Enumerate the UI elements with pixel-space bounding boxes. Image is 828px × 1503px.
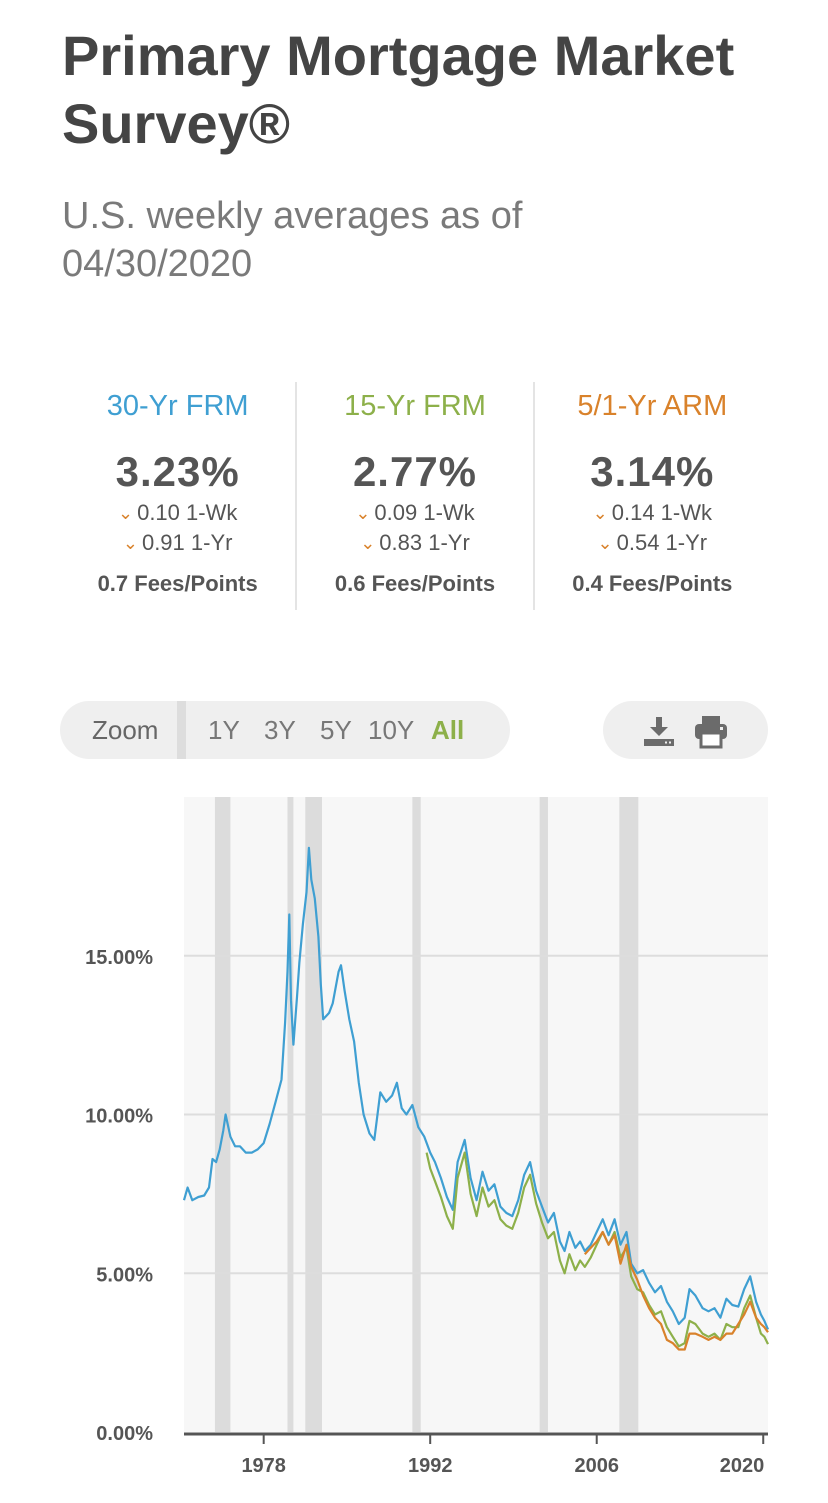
x-tick-label: 2020 xyxy=(720,1455,765,1477)
download-icon[interactable] xyxy=(641,713,677,749)
print-icon[interactable] xyxy=(693,713,729,749)
x-tick-label: 2006 xyxy=(574,1455,619,1477)
chevron-down-icon: ⌄ xyxy=(117,503,134,523)
zoom-all-button[interactable]: All xyxy=(431,715,465,745)
y-tick-label: 10.00% xyxy=(85,1106,153,1128)
stat-label: 15-Yr FRM xyxy=(344,390,486,422)
stat-30yr: 30-Yr FRM 3.23% ⌄ 0.10 1-Wk ⌄ 0.91 1-Yr 0.… xyxy=(60,382,295,610)
y-tick-label: 5.00% xyxy=(96,1264,153,1286)
stat-value: 3.23% xyxy=(115,448,240,495)
stat-value: 2.77% xyxy=(352,448,478,495)
chevron-down-icon: ⌄ xyxy=(597,533,613,553)
recession-band xyxy=(305,797,322,1432)
series-line xyxy=(425,1151,769,1348)
zoom-5y-button[interactable]: 5Y xyxy=(320,715,352,745)
zoom-label: Zoom xyxy=(92,715,159,745)
chevron-down-icon: ⌄ xyxy=(592,503,608,523)
chevron-down-icon: ⌄ xyxy=(355,503,371,523)
x-tick-label: 1978 xyxy=(241,1455,286,1477)
yearly-change: ⌄ 0.54 1-Yr xyxy=(535,528,770,558)
series-line xyxy=(583,1230,769,1351)
zoom-10y-button[interactable]: 10Y xyxy=(368,715,415,745)
page-subtitle: U.S. weekly averages as of 04/30/2020 xyxy=(62,195,523,285)
stat-label: 30-Yr FRM xyxy=(106,390,249,422)
chevron-down-icon: ⌄ xyxy=(360,533,376,553)
y-tick-label: 15.00% xyxy=(85,947,153,969)
page-title: Primary Mortgage Market Survey® xyxy=(62,24,735,155)
zoom-bar: Zoom 1Y 3Y 5Y 10Y All xyxy=(60,701,510,759)
recession-band xyxy=(412,797,421,1432)
weekly-change: ⌄ 0.09 1-Wk xyxy=(297,498,532,528)
chart-tools xyxy=(603,701,768,759)
stat-label: 5/1-Yr ARM xyxy=(577,390,728,422)
fees-points: 0.6 Fees/Points xyxy=(334,571,496,596)
recession-band xyxy=(287,797,294,1432)
zoom-divider xyxy=(177,701,186,759)
plot-area xyxy=(184,797,768,1432)
stat-arm: 5/1-Yr ARM 3.14% ⌄ 0.14 1-Wk ⌄ 0.54 1-Yr 0… xyxy=(532,382,770,610)
recession-band xyxy=(619,797,639,1432)
zoom-1y-button[interactable]: 1Y xyxy=(208,715,240,745)
yearly-change: ⌄ 0.83 1-Yr xyxy=(297,528,532,558)
stat-value: 3.14% xyxy=(590,448,715,495)
recession-band xyxy=(539,797,548,1432)
zoom-3y-button[interactable]: 3Y xyxy=(264,715,296,745)
series-line xyxy=(182,846,770,1330)
chevron-down-icon: ⌄ xyxy=(122,533,138,553)
fees-points: 0.7 Fees/Points xyxy=(97,571,258,596)
y-tick-label: 0.00% xyxy=(96,1423,153,1445)
stat-15yr: 15-Yr FRM 2.77% ⌄ 0.09 1-Wk ⌄ 0.83 1-Yr 0.… xyxy=(295,382,532,610)
recession-band xyxy=(214,797,231,1432)
fees-points: 0.4 Fees/Points xyxy=(572,571,733,596)
x-tick-label: 1992 xyxy=(408,1455,453,1477)
rate-summary: 30-Yr FRM 3.23% ⌄ 0.10 1-Wk ⌄ 0.91 1-Yr 0.… xyxy=(60,382,770,610)
weekly-change: ⌄ 0.14 1-Wk xyxy=(535,498,770,528)
yearly-change: ⌄ 0.91 1-Yr xyxy=(60,528,295,558)
weekly-change: ⌄ 0.10 1-Wk xyxy=(60,498,295,528)
